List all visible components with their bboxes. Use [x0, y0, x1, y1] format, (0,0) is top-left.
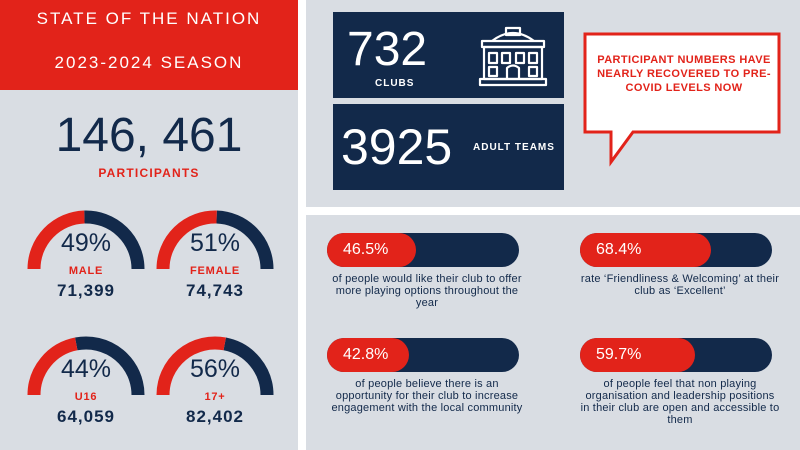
- gauge-label: U16: [74, 391, 98, 403]
- gauge-remaining: [216, 210, 274, 270]
- gauge-count: 82,402: [186, 407, 244, 426]
- gauge-percent: 49%: [60, 229, 112, 257]
- callout-bubble: [583, 32, 781, 167]
- stat-friendliness: 68.4% rate ‘Friendliness & Welcoming’ at…: [580, 233, 780, 297]
- gauge-arc: [156, 210, 274, 270]
- gauge-17plus: 56% 17+ 82,402: [155, 333, 275, 428]
- gauge-remaining: [84, 210, 145, 270]
- clubs-label: CLUBS: [375, 78, 415, 89]
- gauge-remaining: [75, 336, 145, 396]
- stat-playing-options: 46.5% of people would like their club to…: [327, 233, 527, 309]
- gauge-fill: [27, 210, 85, 270]
- participants-panel: STATE OF THE NATION 2023-2024 SEASON 146…: [0, 0, 298, 450]
- gauge-count: 74,743: [186, 281, 244, 300]
- progress-percent: 59.7%: [596, 346, 642, 363]
- gauge-arc: [27, 336, 145, 396]
- participants-label: PARTICIPANTS: [98, 166, 200, 180]
- gauge-arc: [156, 336, 274, 396]
- progress-percent: 42.8%: [343, 346, 389, 363]
- progress-bar: 46.5%: [327, 233, 519, 267]
- stat-description: of people believe there is an opportunit…: [331, 378, 523, 414]
- gauge-label: FEMALE: [189, 265, 241, 277]
- gauge-fill: [156, 210, 217, 270]
- gauge-fill: [156, 336, 226, 396]
- gauge-male: 49% MALE 71,399: [26, 207, 146, 302]
- gauge-count: 71,399: [57, 281, 115, 300]
- progress-fill: [327, 233, 417, 267]
- gauge-count: 64,059: [57, 407, 115, 426]
- gauge-percent: 56%: [189, 355, 241, 383]
- progress-fill: [580, 233, 712, 267]
- clubs-card: 732 CLUBS: [333, 12, 564, 98]
- gauge-female: 51% FEMALE 74,743: [155, 207, 275, 302]
- gauge-remaining: [223, 337, 274, 396]
- stat-community-engagement: 42.8% of people believe there is an oppo…: [327, 338, 527, 414]
- progress-percent: 68.4%: [596, 241, 642, 258]
- stat-description: of people would like their club to offer…: [332, 273, 522, 309]
- progress-bar: 68.4%: [580, 233, 772, 267]
- gauge-percent: 44%: [60, 355, 112, 383]
- progress-bar: 42.8%: [327, 338, 519, 372]
- progress-fill: [327, 338, 410, 372]
- teams-card: 3925 ADULT TEAMS: [333, 104, 564, 190]
- progress-fill: [580, 338, 695, 372]
- teams-label: ADULT TEAMS: [473, 142, 555, 153]
- teams-number: 3925: [341, 119, 453, 175]
- callout-text: PARTICIPANT NUMBERS HAVE NEARLY RECOVERE…: [597, 54, 771, 94]
- gauge-label: 17+: [204, 391, 226, 403]
- building-icon: [478, 26, 548, 87]
- season-title: 2023-2024 SEASON: [54, 53, 244, 72]
- progress-percent: 46.5%: [343, 241, 389, 258]
- page-title: STATE OF THE NATION: [36, 9, 262, 28]
- gauge-arc: [27, 210, 145, 270]
- gauge-fill: [27, 337, 78, 396]
- progress-bar: 59.7%: [580, 338, 772, 372]
- title-banner: STATE OF THE NATION 2023-2024 SEASON: [0, 0, 298, 90]
- gauge-label: MALE: [68, 265, 104, 277]
- gauge-u16: 44% U16 64,059: [26, 333, 146, 428]
- stat-leadership-positions: 59.7% of people feel that non playing or…: [580, 338, 780, 426]
- clubs-number: 732: [347, 23, 428, 76]
- stat-description: rate ‘Friendliness & Welcoming’ at their…: [580, 273, 780, 297]
- stat-description: of people feel that non playing organisa…: [580, 378, 780, 426]
- gauge-percent: 51%: [189, 229, 241, 257]
- participants-total: 146, 461: [55, 109, 243, 162]
